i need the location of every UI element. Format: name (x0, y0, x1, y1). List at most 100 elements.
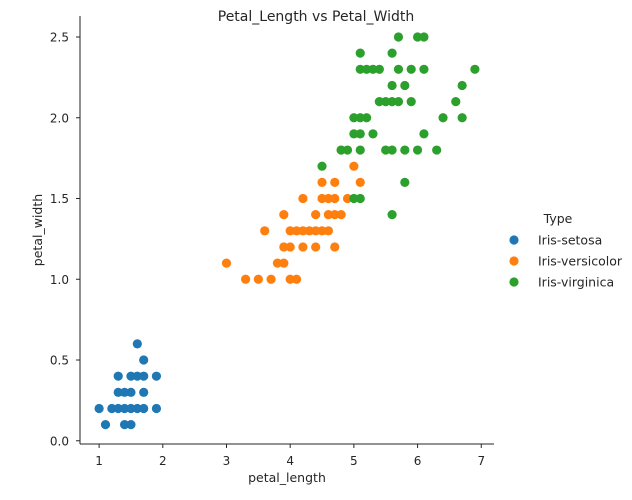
legend-title: Type (543, 211, 573, 226)
data-point-iris-versicolor (241, 274, 251, 284)
data-point-iris-versicolor (317, 177, 327, 187)
data-point-iris-setosa (126, 420, 136, 430)
y-tick-label: 0.5 (50, 354, 69, 368)
data-point-iris-versicolor (279, 242, 289, 252)
data-point-iris-virginica (349, 129, 359, 139)
data-point-iris-virginica (393, 97, 404, 107)
y-tick-label: 2.5 (50, 30, 69, 44)
data-point-iris-virginica (355, 145, 365, 155)
data-point-iris-versicolor (266, 274, 276, 284)
data-point-iris-virginica (387, 80, 397, 91)
data-point-iris-versicolor (311, 226, 321, 236)
legend-marker (509, 235, 519, 245)
data-point-iris-virginica (470, 64, 480, 74)
x-ticks: 1 2 3 4 5 6 7 (95, 444, 485, 468)
x-axis-label: petal_length (248, 470, 326, 485)
data-point-iris-versicolor (279, 210, 289, 220)
x-tick-label: 6 (414, 454, 422, 468)
data-point-iris-virginica (374, 64, 384, 74)
data-point-iris-versicolor (323, 210, 333, 220)
data-point-iris-versicolor (285, 242, 295, 252)
data-point-iris-setosa (119, 387, 130, 397)
data-point-iris-versicolor (311, 242, 321, 252)
data-point-iris-virginica (362, 64, 372, 74)
data-point-iris-versicolor (311, 210, 321, 220)
data-point-iris-versicolor (272, 258, 283, 268)
data-point-iris-setosa (100, 420, 111, 430)
data-point-iris-setosa (119, 420, 130, 430)
data-point-iris-setosa (126, 371, 136, 381)
data-point-iris-virginica (368, 64, 378, 74)
data-point-iris-setosa (113, 387, 123, 397)
data-point-iris-versicolor (317, 226, 327, 236)
data-point-iris-virginica (387, 97, 397, 107)
data-point-iris-versicolor (285, 274, 295, 284)
data-point-iris-virginica (387, 48, 397, 58)
x-tick-label: 1 (95, 454, 103, 468)
data-point-iris-virginica (400, 80, 410, 91)
data-point-iris-virginica (387, 145, 397, 155)
data-point-iris-setosa (126, 403, 136, 414)
data-point-iris-versicolor (304, 226, 314, 236)
data-point-iris-virginica (400, 177, 410, 187)
data-point-iris-versicolor (291, 274, 302, 284)
data-point-iris-virginica (406, 97, 416, 107)
y-tick-label: 1.5 (50, 192, 69, 206)
y-tick-label: 1.0 (50, 273, 69, 287)
data-point-iris-virginica (393, 64, 404, 74)
x-tick-label: 5 (350, 454, 358, 468)
data-point-iris-setosa (132, 339, 142, 349)
data-point-iris-versicolor (330, 177, 340, 187)
data-point-iris-versicolor (330, 193, 340, 204)
data-point-iris-versicolor (342, 193, 353, 204)
data-point-iris-virginica (457, 80, 467, 91)
data-point-iris-setosa (113, 371, 123, 381)
data-point-iris-versicolor (285, 226, 295, 236)
data-point-iris-versicolor (260, 226, 270, 236)
data-point-iris-virginica (457, 113, 467, 123)
data-point-iris-setosa (126, 387, 136, 397)
data-point-iris-virginica (412, 32, 423, 42)
data-point-iris-virginica (381, 97, 391, 107)
data-point-iris-virginica (374, 97, 384, 107)
data-point-iris-virginica (342, 145, 353, 155)
data-point-iris-setosa (119, 403, 130, 414)
data-point-iris-setosa (132, 371, 142, 381)
data-point-iris-virginica (387, 210, 397, 220)
data-point-iris-virginica (419, 32, 429, 42)
data-point-iris-virginica (412, 145, 423, 155)
data-point-iris-versicolor (323, 193, 333, 204)
x-tick-label: 7 (477, 454, 485, 468)
data-point-iris-virginica (355, 48, 365, 58)
data-point-iris-versicolor (336, 210, 346, 220)
data-point-iris-virginica (355, 64, 365, 74)
data-point-iris-versicolor (317, 193, 327, 204)
data-point-iris-setosa (139, 371, 149, 381)
data-point-iris-virginica (368, 129, 378, 139)
data-point-iris-setosa (151, 371, 162, 381)
data-point-iris-virginica (400, 145, 410, 155)
data-point-iris-virginica (451, 97, 461, 107)
x-tick-label: 2 (159, 454, 167, 468)
data-point-iris-virginica (355, 129, 365, 139)
data-point-iris-virginica (362, 113, 372, 123)
data-point-iris-versicolor (291, 226, 302, 236)
data-point-iris-virginica (432, 145, 442, 155)
data-point-iris-versicolor (323, 226, 333, 236)
data-point-iris-virginica (438, 113, 448, 123)
data-point-iris-setosa (139, 403, 149, 414)
legend-marker (509, 277, 519, 287)
data-point-iris-setosa (139, 355, 149, 365)
data-point-iris-versicolor (221, 258, 232, 268)
y-axis-label: petal_width (30, 194, 45, 266)
legend-label: Iris-versicolor (538, 254, 623, 269)
data-point-iris-versicolor (279, 258, 289, 268)
legend-label: Iris-virginica (538, 275, 614, 290)
y-tick-label: 2.0 (50, 111, 69, 125)
data-point-iris-setosa (132, 403, 142, 414)
data-point-iris-virginica (406, 64, 416, 74)
data-point-iris-versicolor (349, 161, 359, 171)
data-point-iris-virginica (419, 129, 429, 139)
data-point-iris-versicolor (253, 274, 263, 284)
